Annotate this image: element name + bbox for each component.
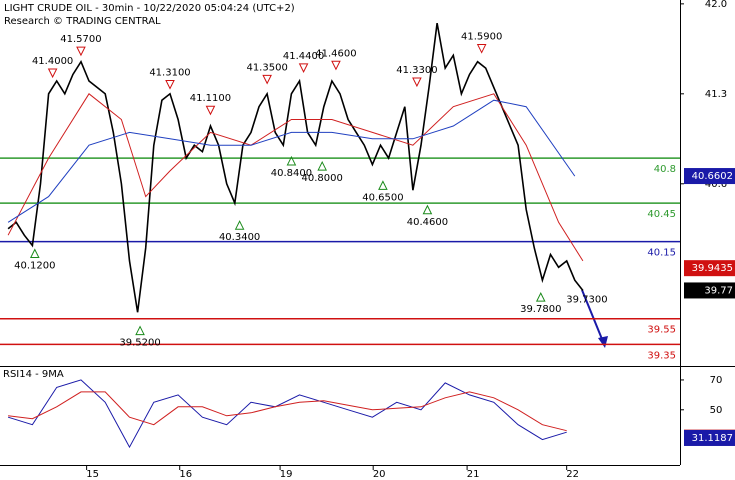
price-tag	[684, 282, 735, 299]
series-line	[7, 22, 584, 313]
high-label: 41.3100	[149, 68, 190, 79]
series-line	[8, 391, 567, 432]
x-tick-label: 15	[86, 469, 99, 480]
forecast-arrow	[581, 289, 605, 345]
high-label: 41.3300	[396, 65, 437, 76]
level-label: 40.45	[647, 209, 676, 220]
high-label: 41.4600	[315, 48, 356, 59]
price-tag	[684, 260, 735, 277]
y-tick-label: 50	[710, 405, 723, 416]
high-marker	[205, 105, 216, 116]
low-marker	[378, 180, 388, 190]
x-tick-label: 21	[467, 469, 480, 480]
low-marker	[317, 160, 327, 171]
price-tag-label: 39.77	[704, 285, 733, 296]
target-label: 39.7300	[566, 295, 607, 306]
low-label: 39.5200	[119, 338, 160, 349]
price-tag-label: 40.6602	[692, 171, 733, 182]
high-marker	[76, 46, 86, 57]
low-label: 40.3400	[219, 232, 260, 243]
high-marker	[331, 60, 341, 71]
y-tick-label: 40.6	[705, 179, 727, 190]
high-marker	[47, 68, 58, 79]
low-marker	[135, 325, 145, 336]
low-label: 40.4600	[407, 217, 448, 228]
price-tag	[684, 168, 735, 185]
low-label: 40.1200	[14, 260, 55, 271]
series-line	[7, 99, 576, 223]
low-marker	[535, 292, 546, 302]
chart-title: LIGHT CRUDE OIL - 30min - 10/22/2020 05:…	[4, 3, 295, 14]
price-tag-label: 31.1187	[692, 433, 733, 444]
level-label: 39.35	[647, 350, 676, 361]
high-label: 41.5700	[60, 34, 101, 45]
rsi-title: RSI14 - 9MA	[3, 369, 64, 380]
high-label: 41.1100	[190, 93, 231, 104]
high-label: 41.4000	[32, 56, 73, 67]
price-tag-label: 39.9435	[692, 263, 733, 274]
high-label: 41.4400	[283, 51, 324, 62]
chart-subtitle: Research © TRADING CENTRAL	[4, 16, 161, 27]
level-label: 40.8	[654, 164, 676, 175]
low-label: 40.8400	[271, 168, 312, 179]
y-tick-label: 41.3	[705, 89, 727, 100]
x-tick-label: 22	[566, 469, 579, 480]
high-marker	[298, 63, 309, 73]
x-tick-label: 19	[280, 469, 293, 480]
level-label: 39.55	[647, 325, 676, 336]
low-marker	[30, 248, 40, 258]
series-line	[7, 379, 567, 449]
low-label: 40.8000	[302, 173, 343, 184]
x-tick-label: 16	[179, 469, 192, 480]
y-tick-label: 42.0	[705, 0, 727, 10]
high-marker	[262, 74, 272, 85]
series-line	[7, 93, 584, 262]
x-tick-label: 20	[373, 469, 386, 480]
low-marker	[422, 204, 433, 215]
price-tag	[684, 429, 735, 446]
y-tick-label: 70	[710, 375, 723, 386]
low-label: 40.6500	[362, 192, 403, 203]
high-label: 41.3500	[246, 62, 287, 73]
low-marker	[234, 220, 245, 230]
high-label: 41.5900	[461, 32, 502, 43]
high-marker	[412, 77, 422, 88]
high-marker	[165, 80, 175, 90]
low-label: 39.7800	[520, 304, 561, 315]
low-marker	[286, 155, 297, 166]
level-label: 40.15	[647, 248, 676, 259]
high-marker	[476, 44, 487, 54]
